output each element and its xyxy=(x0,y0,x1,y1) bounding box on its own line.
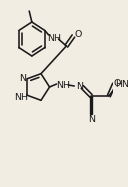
Text: N: N xyxy=(88,114,95,123)
Text: O: O xyxy=(114,79,121,88)
Text: NH: NH xyxy=(47,33,61,42)
Text: N: N xyxy=(19,74,26,83)
Text: HN: HN xyxy=(115,79,128,88)
Text: NH: NH xyxy=(56,80,70,90)
Text: NH: NH xyxy=(14,93,28,102)
Text: O: O xyxy=(74,30,82,39)
Text: N: N xyxy=(76,82,83,91)
